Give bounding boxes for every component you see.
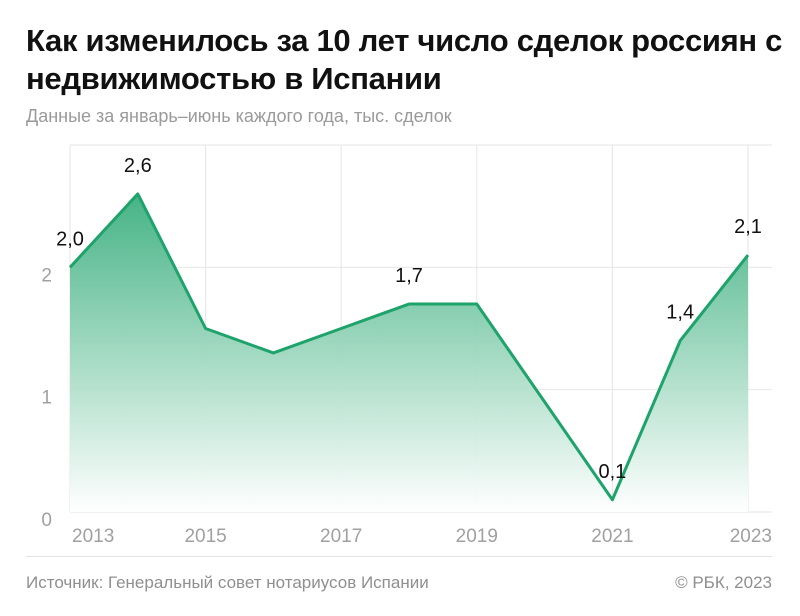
x-tick-label: 2013 bbox=[72, 526, 114, 547]
data-label: 1,4 bbox=[666, 302, 694, 324]
tick-layer: 2013 2015 2017 2019 2021 2023 0 1 2 bbox=[41, 265, 772, 547]
data-label: 1,7 bbox=[395, 265, 423, 287]
series-area-fill bbox=[70, 193, 748, 512]
x-tick-label: 2017 bbox=[320, 526, 362, 547]
data-label: 2,6 bbox=[124, 155, 152, 177]
chart-title: Как изменилось за 10 лет число сделок ро… bbox=[26, 23, 783, 96]
data-label: 2,0 bbox=[56, 228, 84, 250]
x-tick-label: 2019 bbox=[456, 526, 498, 547]
x-tick-label: 2015 bbox=[184, 526, 226, 547]
y-tick-label: 1 bbox=[41, 388, 52, 409]
data-label: 2,1 bbox=[734, 216, 762, 238]
x-tick-label: 2023 bbox=[730, 526, 772, 547]
y-tick-label: 0 bbox=[41, 510, 52, 531]
source-note: Источник: Генеральный совет нотариусов И… bbox=[26, 573, 429, 592]
chart-subtitle: Данные за январь–июнь каждого года, тыс.… bbox=[26, 106, 452, 126]
data-label: 0,1 bbox=[598, 461, 626, 483]
area-layer bbox=[68, 192, 750, 512]
footer-divider bbox=[26, 556, 772, 557]
copyright: © РБК, 2023 bbox=[675, 573, 772, 592]
y-tick-label: 2 bbox=[41, 265, 52, 286]
x-tick-label: 2021 bbox=[591, 526, 633, 547]
label-layer: 2,0 2,6 1,7 0,1 1,4 2,1 bbox=[56, 155, 762, 483]
